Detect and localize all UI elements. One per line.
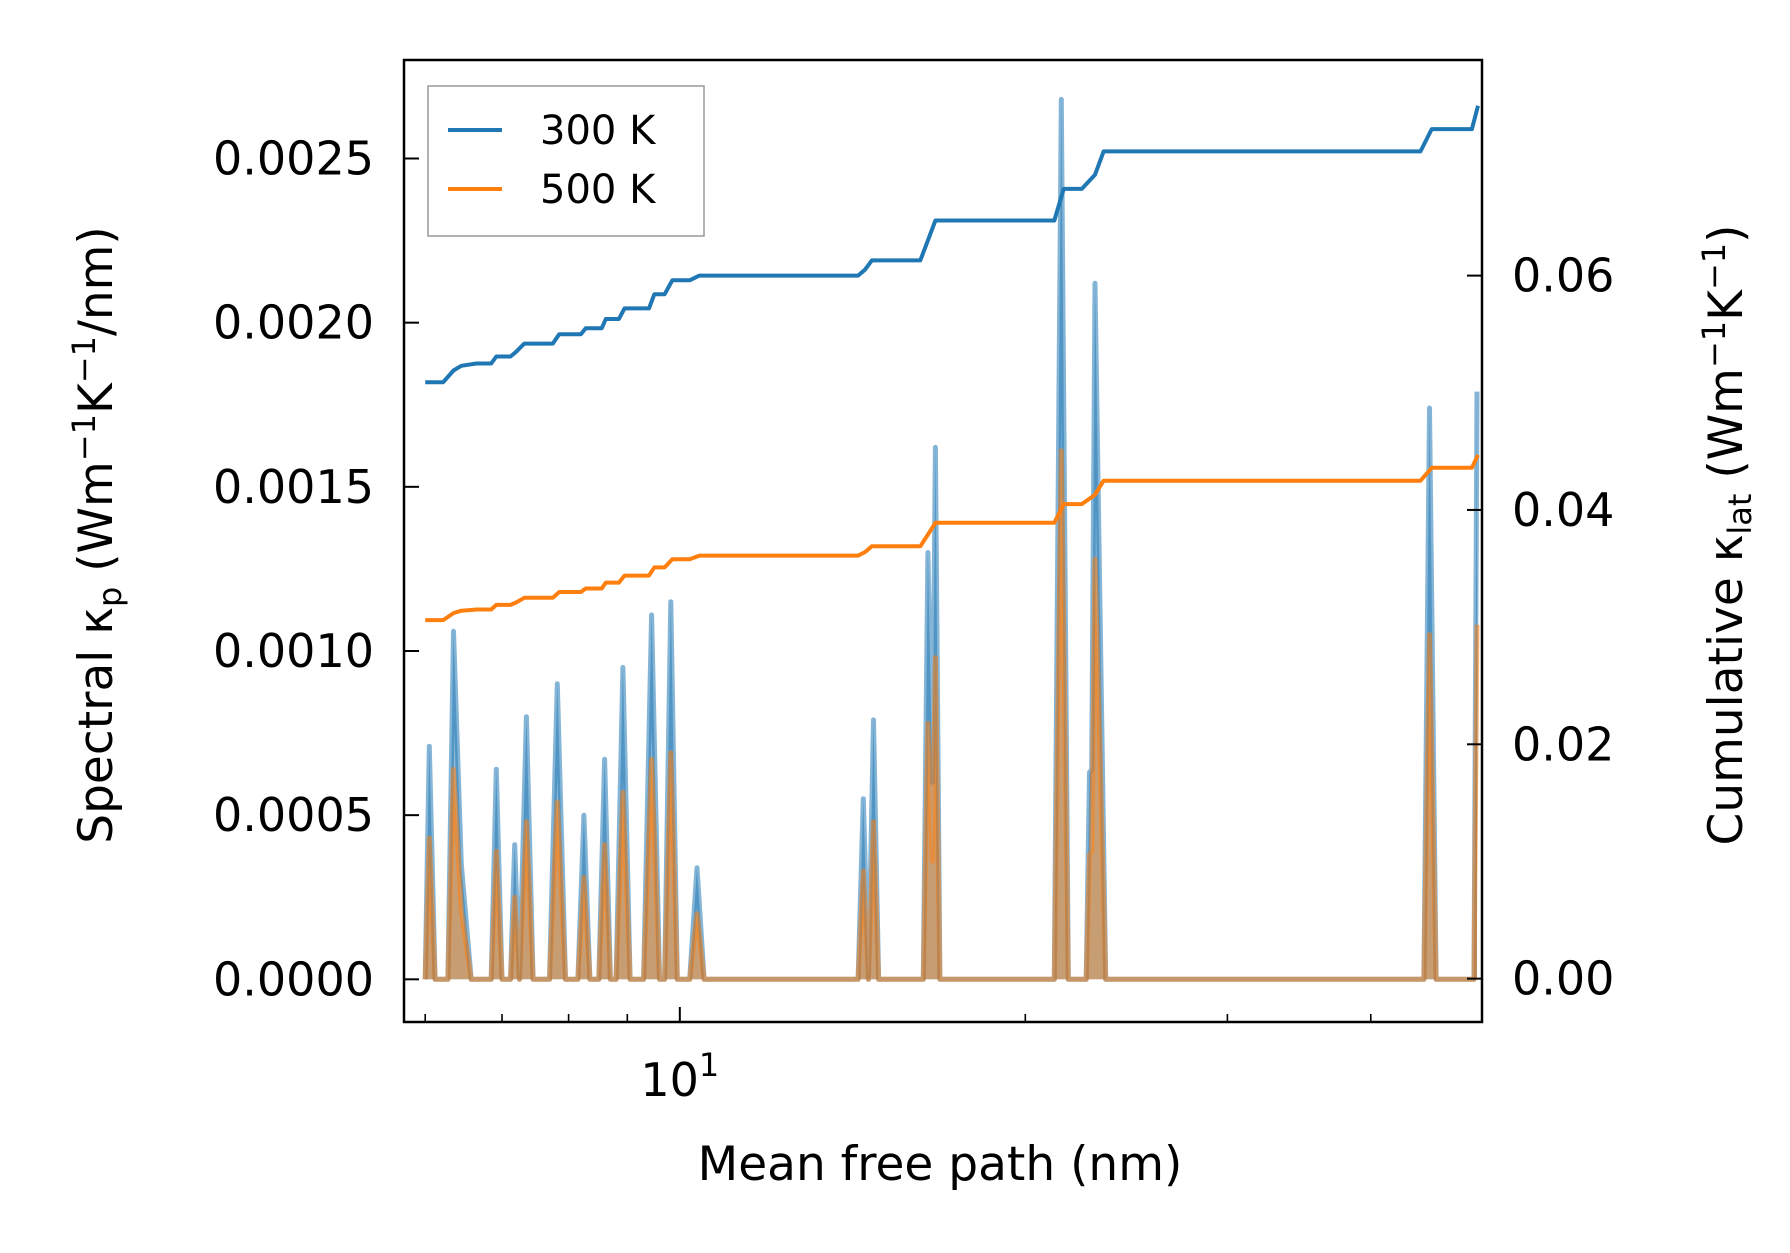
legend-label-500k: 500 K <box>540 167 657 213</box>
legend-label-300k: 300 K <box>540 108 657 154</box>
y-left-tick-label: 0.0015 <box>213 460 374 514</box>
y-right-tick-label: 0.02 <box>1512 717 1614 771</box>
y-left-tick-label: 0.0000 <box>213 952 374 1006</box>
legend-box <box>427 85 705 237</box>
plot-frame <box>402 58 1484 1024</box>
cumulative-line-500k <box>425 454 1480 623</box>
spectral-line-500k <box>422 448 1480 982</box>
y-right-tick-label: 0.00 <box>1512 952 1614 1006</box>
y-left-tick-label: 0.0025 <box>213 131 374 185</box>
spectral-lines <box>422 96 1480 982</box>
axis-ticks: 101 0.0000 0.0005 0.0010 0.0015 0.0020 0.0025 0… <box>213 131 1614 1107</box>
y-right-tick-label: 0.06 <box>1512 249 1614 303</box>
cumulative-line-300k <box>425 105 1480 385</box>
legend: 300 K 500 K <box>427 85 705 237</box>
x-tick-label: 101 <box>640 1046 719 1107</box>
y-right-tick-label: 0.04 <box>1512 483 1614 537</box>
x-axis-title: Mean free path (nm) <box>698 1137 1183 1192</box>
y-axis-right-title: Cumulative κlat (Wm−1K−1) <box>1695 224 1759 845</box>
y-left-tick-label: 0.0010 <box>213 624 374 678</box>
y-axis-left-title: Spectral κp (Wm−1K−1/nm) <box>65 226 129 843</box>
y-left-tick-label: 0.0020 <box>213 296 374 350</box>
cumulative-lines <box>425 105 1480 623</box>
y-left-tick-label: 0.0005 <box>213 788 374 842</box>
